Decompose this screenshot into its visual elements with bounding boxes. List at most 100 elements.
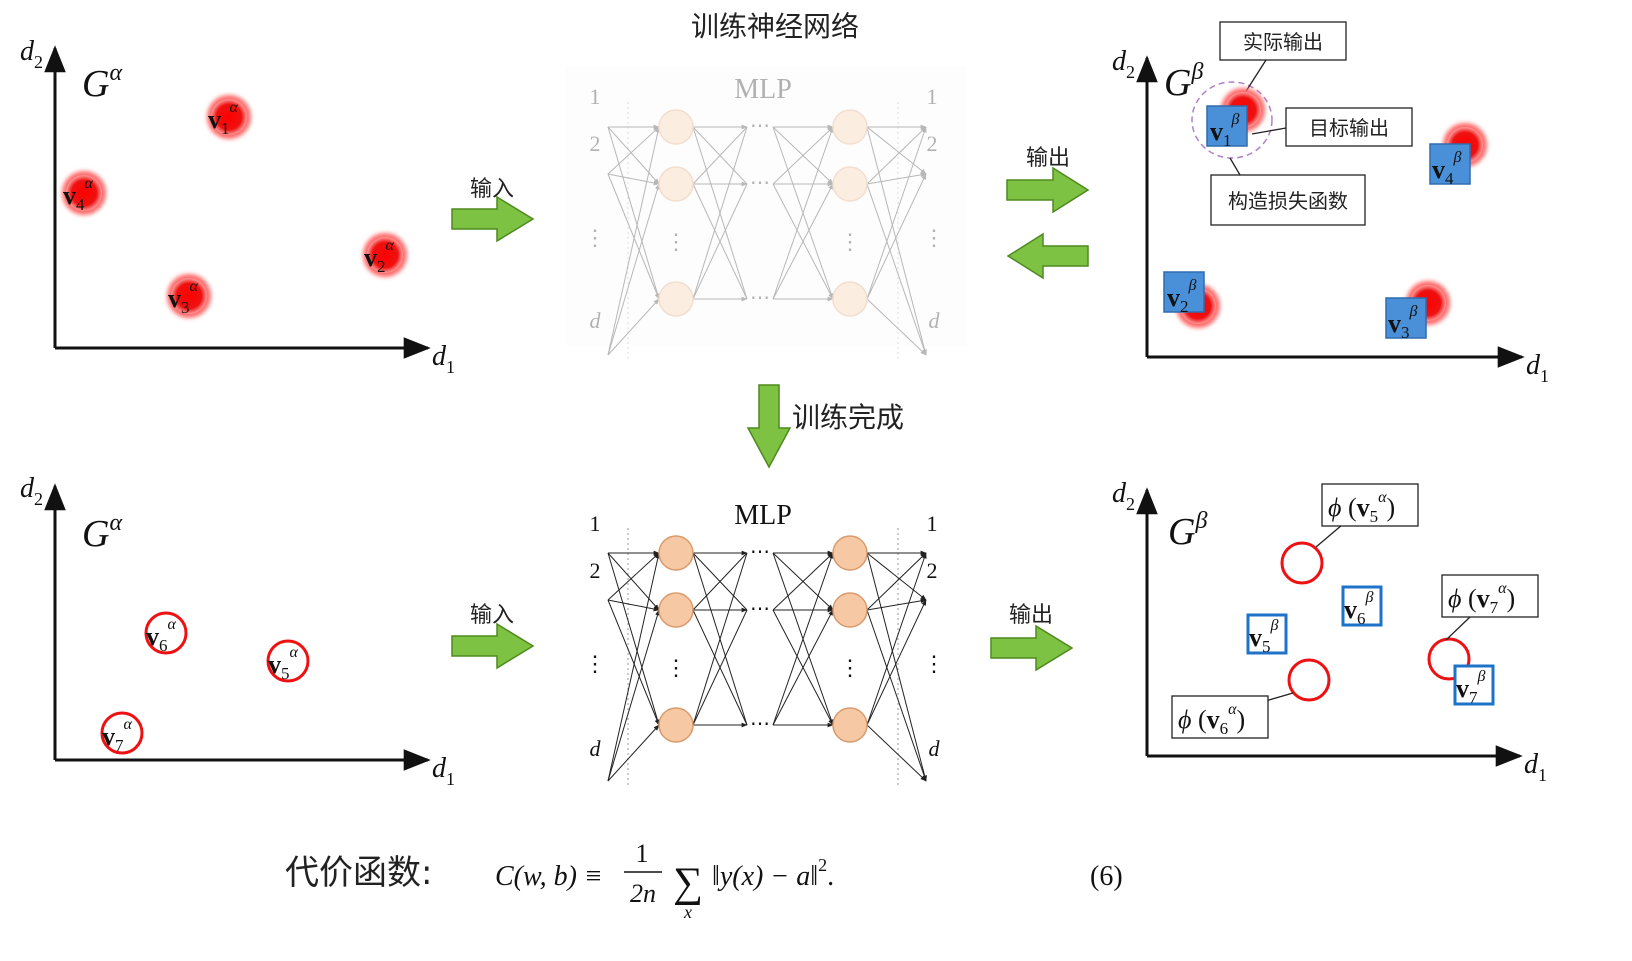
cost-function-formula: 代价函数: C(w, b) ≡ 1 2n ∑ x ‖y(x) − a‖2. (6… bbox=[285, 839, 1123, 922]
svg-text:v5α: v5α bbox=[268, 644, 299, 683]
edge-in-1-0 bbox=[607, 552, 660, 601]
node-1-0 bbox=[832, 535, 868, 571]
callout-build-loss: 构造损失函数 bbox=[1210, 157, 1366, 226]
edge-in-1-1 bbox=[607, 599, 660, 612]
point-v2-beta: v2β bbox=[1163, 271, 1220, 328]
input-arrow-top: 输入 bbox=[451, 177, 535, 243]
axis-label-d2: d2 bbox=[20, 36, 43, 72]
faded-node-ellipsis-1: ⋮ bbox=[839, 229, 861, 254]
faded-edge-h1-1-2 bbox=[692, 183, 748, 300]
point-v3-beta: v3β bbox=[1385, 281, 1450, 342]
panel-top-left: d2 d1 Gα v1α v4α v2α v3α bbox=[20, 36, 455, 377]
node-0-1 bbox=[658, 592, 694, 628]
mlp-network: ⋯ ⋯ ⋯ ⋮ ⋮ bbox=[607, 528, 927, 788]
mlp-out-d-faded: d bbox=[929, 308, 941, 333]
edge-h2-2-1 bbox=[772, 609, 834, 726]
panel-bottom-left: d2 d1 Gα v6α v5α v7α bbox=[20, 473, 455, 789]
output-label-top: 输出 bbox=[1026, 146, 1070, 171]
mlp-out-1: 1 bbox=[927, 511, 938, 536]
faded-edge-in-2-1 bbox=[607, 183, 660, 356]
pred-ring-v7 bbox=[1427, 637, 1471, 681]
faded-node-0-0 bbox=[658, 109, 694, 145]
svg-text:构造损失函数: 构造损失函数 bbox=[1228, 189, 1348, 213]
mlp-in-1-faded: 1 bbox=[590, 84, 601, 109]
node-1-2 bbox=[832, 707, 868, 743]
panel-bottom-right: d2 d1 Gβ v6β v5β v7β ϕ (v5α) ϕ (v7α bbox=[1112, 478, 1547, 785]
faded-node-1-2 bbox=[832, 281, 868, 317]
edge-in-2-0 bbox=[607, 552, 661, 782]
formula-sum-sub: x bbox=[683, 902, 692, 922]
point-v4-beta: v4β bbox=[1429, 123, 1487, 188]
mlp-out-2: 2 bbox=[927, 558, 938, 583]
faded-edge-in-1-1 bbox=[607, 173, 660, 186]
faded-edge-out-2-2 bbox=[866, 298, 927, 356]
panel-top-right: d2 d1 Gβ 实际输出 目标输出 构造损失函数 v1β bbox=[1112, 21, 1549, 386]
faded-edge-h1-0-2 bbox=[692, 126, 748, 300]
faded-edge-in-0-1 bbox=[607, 126, 660, 185]
mlp-diagram: MLP ⋯ ⋯ ⋯ ⋮ ⋮ 1 2 ⋮ d 1 2 ⋮ d bbox=[584, 500, 945, 788]
output-arrow-bottom: 输出 bbox=[990, 603, 1074, 672]
faded-edge-h2-2-0 bbox=[772, 126, 834, 300]
layer-ellipsis-1: ⋯ bbox=[750, 598, 770, 620]
callout-actual-output: 实际输出 bbox=[1219, 21, 1347, 97]
graph-label-g-beta: Gβ bbox=[1168, 508, 1207, 553]
mlp-out-d: d bbox=[929, 736, 941, 761]
node-0-0 bbox=[658, 535, 694, 571]
faded-edge-out-1-0 bbox=[866, 126, 927, 185]
faded-edge-out-1-1 bbox=[866, 172, 927, 185]
training-done-arrow: 训练完成 bbox=[746, 384, 904, 469]
formula-lhs: C(w, b) ≡ bbox=[495, 861, 603, 892]
faded-node-ellipsis-0: ⋮ bbox=[665, 229, 687, 254]
point-v4-alpha: v4α bbox=[62, 171, 106, 215]
graph-label-g-beta: Gβ bbox=[1164, 59, 1203, 104]
edge-in-0-1 bbox=[607, 552, 660, 611]
faded-edge-in-0-2 bbox=[607, 126, 660, 300]
mlp-out-dots: ⋮ bbox=[923, 651, 945, 676]
axis-label-d2: d2 bbox=[20, 473, 43, 509]
loss-ellipse bbox=[1191, 81, 1273, 159]
mlp-in-2: 2 bbox=[590, 558, 601, 583]
callout-target-output: 目标输出 bbox=[1251, 107, 1413, 147]
callout-phi-v7: ϕ (v7α) bbox=[1441, 574, 1539, 641]
edge-in-2-1 bbox=[607, 609, 660, 782]
mlp-title: MLP bbox=[734, 500, 792, 531]
axis-label-d2: d2 bbox=[1112, 46, 1135, 82]
axis-label-d2: d2 bbox=[1112, 478, 1135, 514]
faded-edge-h2-2-1 bbox=[772, 183, 834, 300]
cost-label: 代价函数: bbox=[285, 853, 432, 893]
node-ellipsis-0: ⋮ bbox=[665, 655, 687, 680]
point-v1-alpha: v1α bbox=[207, 95, 251, 139]
svg-text:实际输出: 实际输出 bbox=[1243, 30, 1323, 54]
axis-label-d1: d1 bbox=[1524, 749, 1547, 785]
callout-phi-v6: ϕ (v6α) bbox=[1171, 692, 1294, 739]
pred-ring-v5 bbox=[1280, 541, 1324, 585]
target-v7-beta: v7β bbox=[1453, 664, 1495, 707]
train-network-title: 训练神经网络 bbox=[691, 10, 859, 43]
edge-out-2-1 bbox=[866, 599, 927, 726]
mlp-in-dots-faded: ⋮ bbox=[584, 225, 606, 250]
edge-h1-2-1 bbox=[692, 609, 748, 726]
mlp-out-1-faded: 1 bbox=[927, 84, 938, 109]
faded-edge-h1-1-0 bbox=[692, 126, 748, 185]
faded-edge-h2-0-2 bbox=[772, 126, 834, 300]
pred-ring-v6 bbox=[1287, 658, 1331, 702]
graph-label-g-alpha: Gα bbox=[82, 60, 122, 105]
mlp-out-2-faded: 2 bbox=[927, 131, 938, 156]
mlp-in-dots: ⋮ bbox=[584, 651, 606, 676]
formula-body: ‖y(x) − a‖2. bbox=[712, 855, 834, 892]
faded-node-1-1 bbox=[832, 166, 868, 202]
edge-out-1-0 bbox=[866, 552, 927, 611]
input-label-top: 输入 bbox=[470, 177, 514, 202]
node-1-1 bbox=[832, 592, 868, 628]
layer-ellipsis-0: ⋯ bbox=[750, 541, 770, 563]
faded-edge-in-2-2 bbox=[607, 298, 660, 356]
mlp-diagram-faded: MLP ⋯ ⋯ ⋯ ⋮ ⋮ 1 2 ⋮ d 1 2 ⋮ d bbox=[565, 66, 967, 362]
faded-edge-out-0-1 bbox=[866, 126, 927, 175]
mlp-in-d: d bbox=[590, 736, 602, 761]
faded-edge-out-0-2 bbox=[866, 126, 927, 356]
axis-label-d1: d1 bbox=[432, 753, 455, 789]
faded-edge-h1-0-1 bbox=[692, 126, 748, 185]
point-v2-alpha: v2α bbox=[363, 233, 407, 277]
faded-edge-h2-0-1 bbox=[772, 126, 834, 185]
faded-edge-out-2-0 bbox=[866, 126, 927, 300]
